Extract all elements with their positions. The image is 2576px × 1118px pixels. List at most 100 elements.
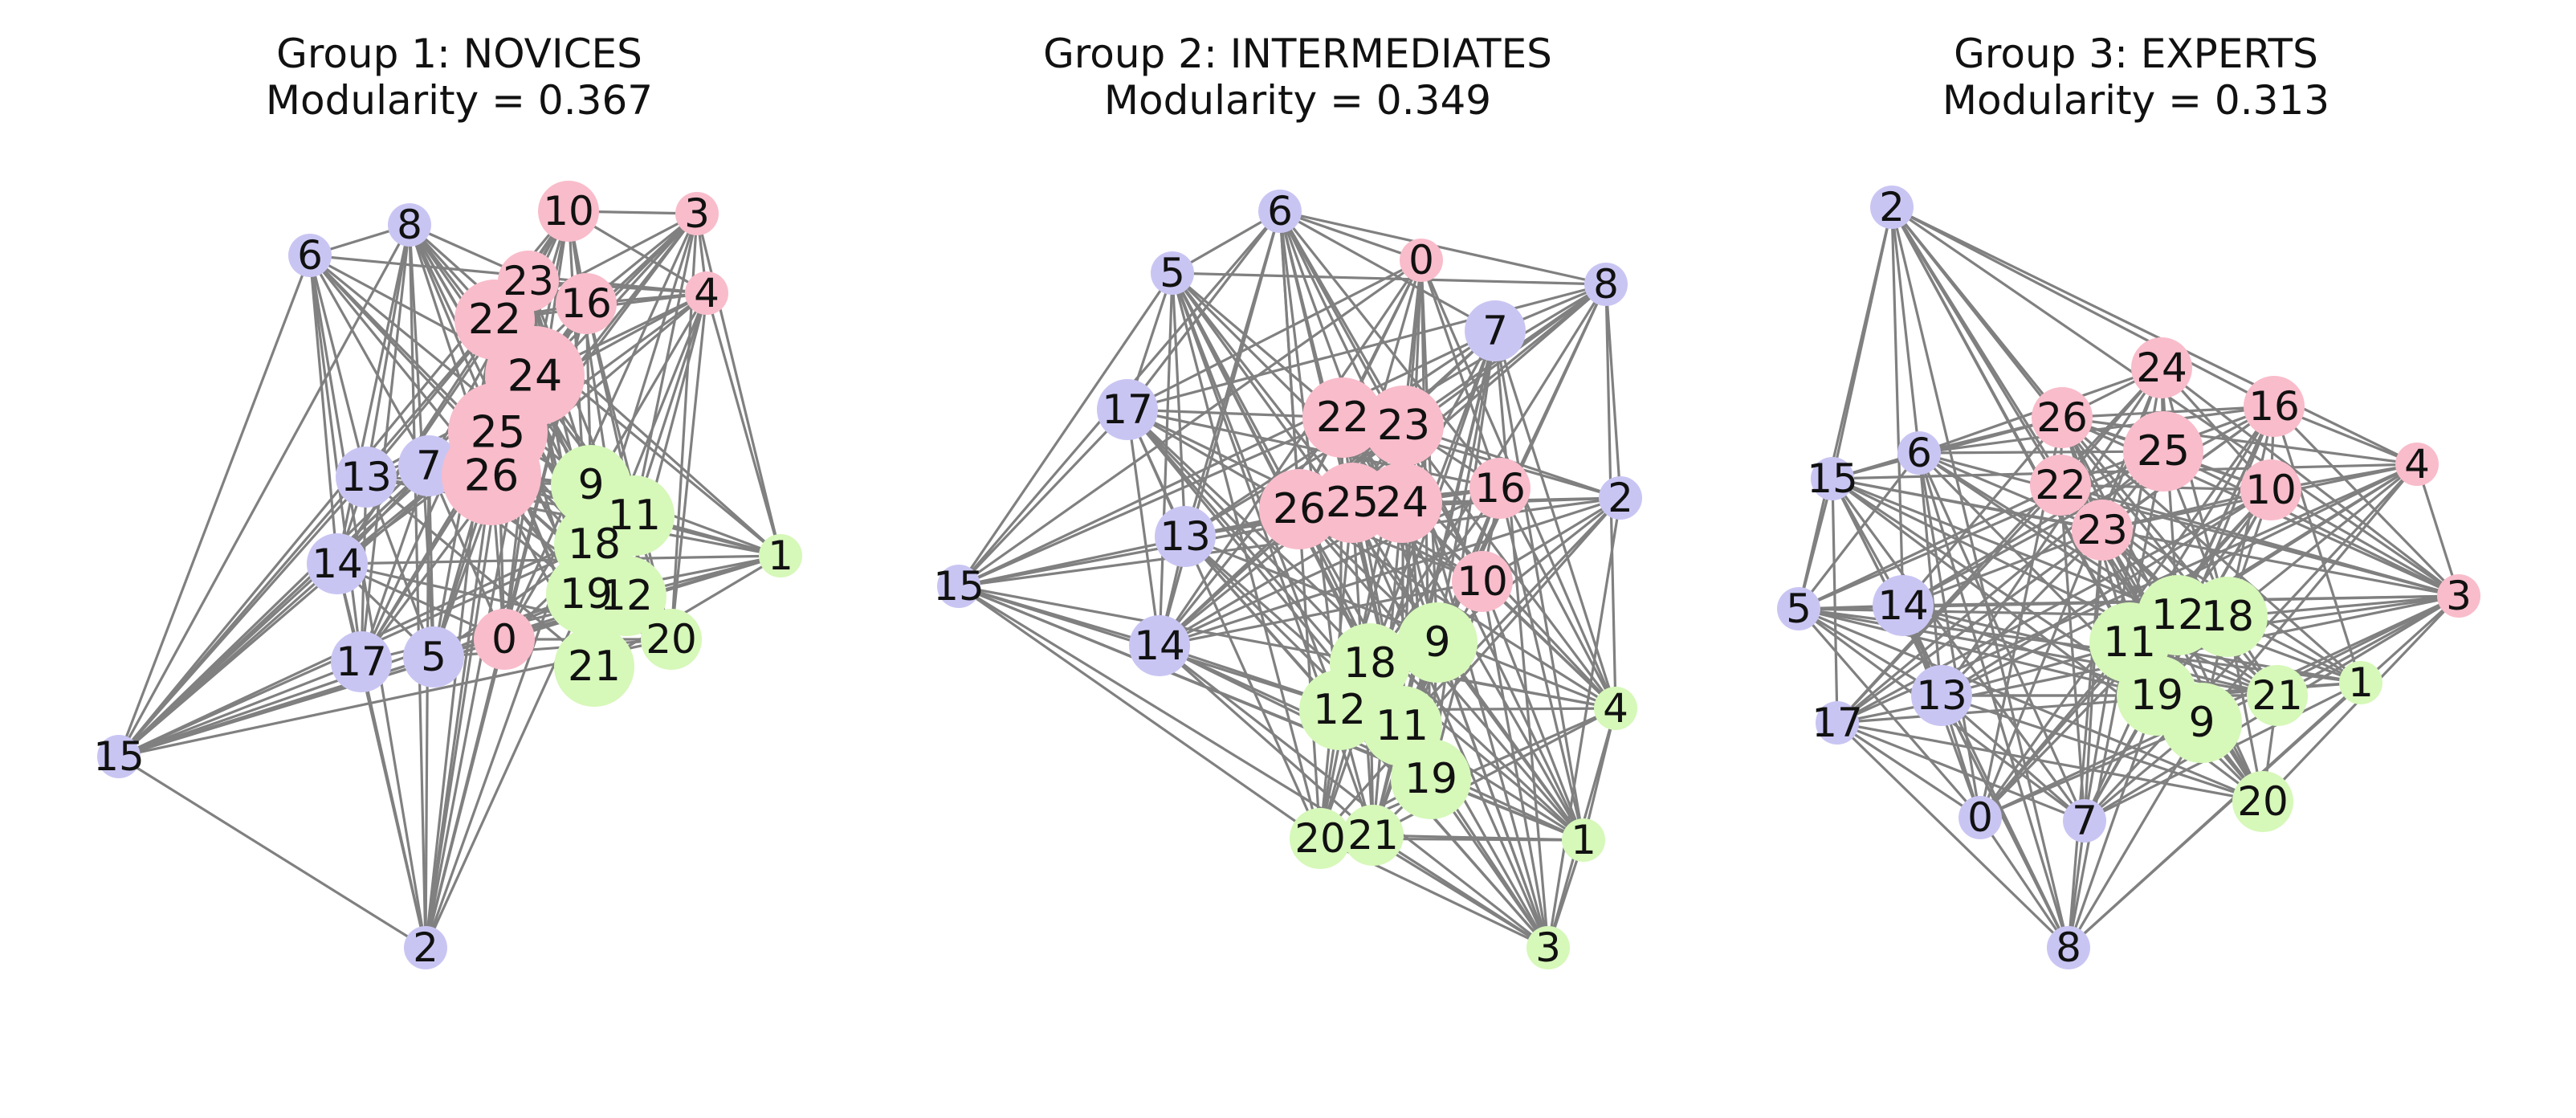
edge-6-15: [117, 255, 312, 757]
node-19-label: 19: [560, 570, 613, 618]
panel-1-heading: Group 1: NOVICES: [276, 31, 642, 77]
edge-25-8: [2067, 451, 2165, 949]
panel-2-heading: Group 2: INTERMEDIATES: [1043, 31, 1552, 77]
edge-22-15: [958, 416, 1343, 588]
edge-19-8: [2067, 695, 2158, 949]
node-12-circle: [1299, 670, 1380, 750]
node-1-label: 1: [2348, 659, 2374, 706]
node-2-circle: [1599, 476, 1642, 520]
node-23-circle: [2072, 500, 2133, 561]
edge-5-8: [1172, 271, 1607, 286]
node-5-label: 5: [421, 634, 446, 680]
node-14-circle: [1873, 575, 1934, 636]
edge-5-0: [1797, 607, 1982, 819]
edge-14-0: [336, 562, 505, 641]
node-23-label: 23: [2077, 507, 2128, 553]
node-12-label: 12: [1313, 686, 1366, 734]
node-23-label: 23: [503, 258, 554, 304]
edge-5-15: [957, 272, 1174, 587]
edge-7-3: [1494, 330, 1550, 949]
edge-13-15: [117, 475, 368, 758]
node-8-circle: [388, 203, 431, 247]
node-20-label: 20: [1294, 815, 1346, 862]
node-15-label: 15: [1807, 455, 1858, 502]
node-14-circle: [307, 533, 368, 594]
edge-2-3: [1891, 206, 2460, 598]
node-4-label: 4: [2404, 441, 2430, 488]
node-5-label: 5: [1160, 250, 1185, 296]
node-10-label: 10: [1457, 558, 1508, 605]
edge-21-3: [1372, 834, 1549, 949]
node-3-circle: [1526, 926, 1570, 969]
edge-2-16: [1891, 206, 2275, 408]
edge-15-5: [1797, 478, 1834, 610]
node-2-label: 2: [413, 924, 438, 971]
node-24-circle: [1362, 463, 1442, 543]
edge-2-5: [1797, 206, 1893, 610]
edge-6-8: [1279, 210, 1607, 286]
panel-1-modularity: Modularity = 0.367: [265, 77, 654, 124]
node-9-label: 9: [2188, 699, 2215, 747]
node-26-label: 26: [2036, 394, 2088, 441]
node-24-label: 24: [507, 351, 563, 402]
edges-panel-1: [117, 210, 782, 949]
node-10-circle: [2240, 459, 2301, 520]
node-4-label: 4: [1603, 685, 1628, 732]
edge-4-9: [2200, 463, 2419, 724]
node-8-label: 8: [1593, 261, 1619, 308]
node-25-label: 25: [1326, 479, 1379, 527]
edge-15-2: [118, 755, 426, 949]
edge-16-1: [1498, 488, 1585, 841]
edge-15-21: [1832, 477, 2278, 697]
edge-13-21: [365, 475, 596, 668]
node-6-circle: [1258, 190, 1302, 233]
edge-23-15: [117, 280, 530, 758]
edge-16-14: [1159, 487, 1501, 647]
node-22-label: 22: [2035, 462, 2086, 508]
node-0-label: 0: [491, 616, 517, 663]
node-8-label: 8: [2056, 924, 2081, 971]
edge-13-4: [1184, 535, 1616, 710]
node-24-label: 24: [1376, 479, 1429, 527]
node-21-label: 21: [2252, 672, 2303, 719]
edge-5-12: [1171, 272, 1341, 711]
node-15-circle: [1811, 457, 1854, 500]
edge-10-13: [1941, 488, 2272, 697]
node-18-label: 18: [2201, 593, 2254, 641]
edge-8-17: [1127, 283, 1607, 411]
edge-10-14: [1159, 580, 1483, 647]
panel-3-modularity: Modularity = 0.313: [1942, 77, 2330, 124]
edge-6-17: [1126, 210, 1282, 410]
node-4-circle: [2395, 443, 2439, 486]
node-9-label: 9: [577, 461, 604, 509]
edge-15-20: [958, 585, 1321, 840]
edge-17-7: [1836, 721, 2085, 822]
edge-17-15: [957, 408, 1129, 588]
edge-4-18: [2226, 463, 2419, 618]
node-11-label: 11: [608, 492, 661, 540]
node-14-label: 14: [1877, 582, 1929, 629]
edge-25-5: [1798, 450, 2164, 610]
edge-17-2: [360, 661, 427, 949]
node-22-circle: [2030, 455, 2091, 516]
node-16-circle: [2244, 376, 2305, 437]
edge-16-6: [1918, 405, 2275, 455]
edge-9-8: [2067, 722, 2203, 949]
node-3-circle: [675, 192, 719, 235]
node-6-label: 6: [297, 232, 323, 279]
node-18-label: 18: [1343, 639, 1396, 688]
edge-3-0: [503, 213, 699, 640]
node-7-circle: [1465, 300, 1526, 361]
edge-26-2: [424, 475, 493, 949]
edge-17-20: [1836, 721, 2264, 803]
edge-23-4: [1402, 425, 1617, 709]
node-21-label: 21: [1347, 812, 1399, 859]
edge-5-14: [1158, 272, 1174, 647]
node-10-circle: [538, 181, 599, 242]
edge-8-14: [336, 224, 411, 565]
edge-23-14: [1902, 528, 2103, 607]
edge-3-21: [2276, 594, 2460, 697]
edge-8-15: [117, 224, 411, 757]
node-4-circle: [1594, 687, 1637, 730]
